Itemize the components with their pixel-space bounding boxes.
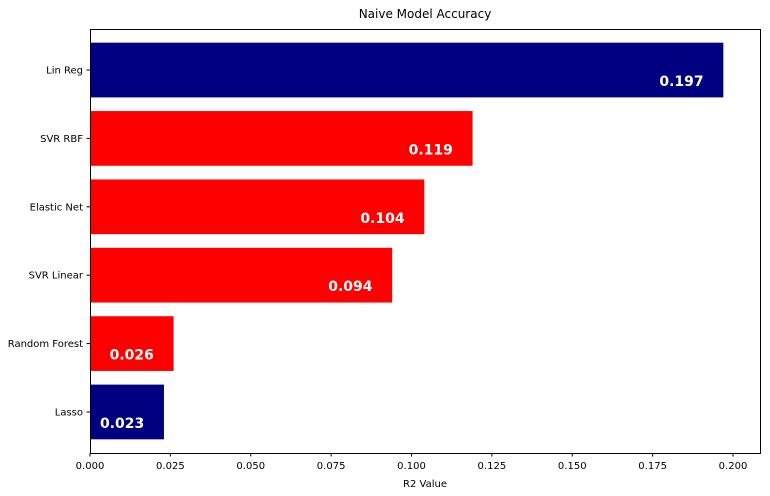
x-tick-label: 0.175 bbox=[638, 461, 667, 472]
x-tick-label: 0.000 bbox=[76, 461, 105, 472]
x-tick-label: 0.150 bbox=[558, 461, 587, 472]
data-label: 0.104 bbox=[360, 211, 405, 227]
data-label: 0.197 bbox=[659, 74, 703, 90]
data-labels-group: 0.023 0.026 0.094 0.104 0.119 0.197 bbox=[100, 74, 704, 432]
data-label: 0.119 bbox=[409, 142, 453, 158]
bar-svr-rbf bbox=[90, 111, 473, 166]
bar-random-forest bbox=[90, 316, 174, 371]
data-label: 0.023 bbox=[100, 416, 144, 432]
plot-frame bbox=[90, 29, 761, 454]
x-tick-label: 0.200 bbox=[719, 461, 748, 472]
x-tick-label: 0.125 bbox=[478, 461, 507, 472]
y-tick-label: SVR RBF bbox=[40, 134, 83, 145]
y-tick-label: Lasso bbox=[55, 407, 83, 418]
chart-title: Naive Model Accuracy bbox=[359, 7, 492, 21]
y-axis-ticks: Lasso Random Forest SVR Linear Elastic Net S… bbox=[8, 66, 90, 418]
y-tick-label: Elastic Net bbox=[30, 202, 83, 213]
y-tick-label: Lin Reg bbox=[46, 66, 83, 77]
bar-elastic-net bbox=[90, 179, 425, 235]
bar-lin-reg bbox=[90, 42, 724, 98]
data-label: 0.094 bbox=[328, 279, 373, 295]
bar-svr-linear bbox=[90, 247, 393, 303]
data-label: 0.026 bbox=[110, 348, 154, 364]
x-axis-label: R2 Value bbox=[403, 479, 447, 490]
x-tick-label: 0.025 bbox=[156, 461, 185, 472]
x-tick-label: 0.100 bbox=[397, 461, 426, 472]
y-tick-label: SVR Linear bbox=[29, 271, 84, 282]
bar-lasso bbox=[90, 384, 164, 440]
x-tick-label: 0.075 bbox=[317, 461, 346, 472]
bars-group bbox=[90, 42, 724, 440]
x-axis-ticks: 0.000 0.025 0.050 0.075 0.100 0.125 0.150 0.175… bbox=[76, 453, 748, 472]
y-tick-label: Random Forest bbox=[8, 339, 83, 350]
x-tick-label: 0.050 bbox=[236, 461, 265, 472]
